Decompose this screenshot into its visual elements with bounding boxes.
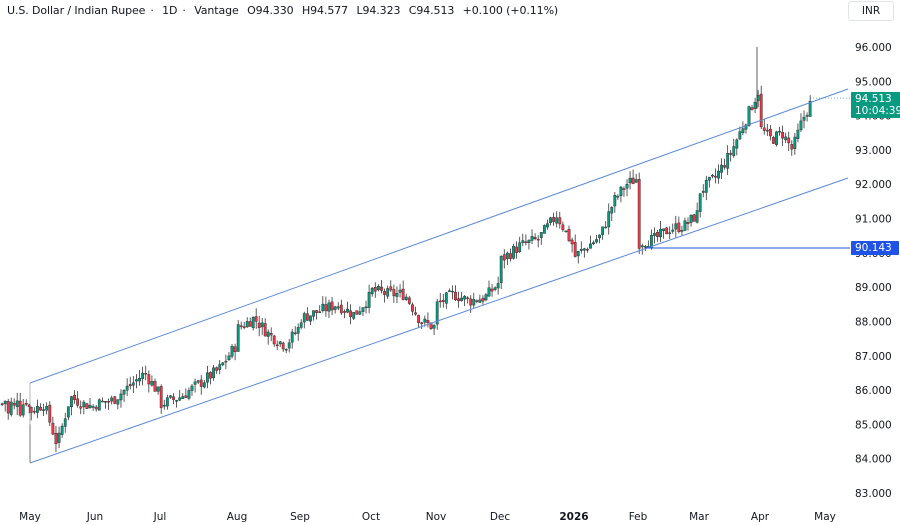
y-axis-tick: 83.000 (855, 488, 892, 500)
x-axis-tick: Dec (490, 511, 511, 523)
x-axis-tick: May (19, 511, 41, 523)
x-axis-tick: Aug (227, 511, 248, 523)
x-axis-tick: Feb (629, 511, 648, 523)
candles (0, 47, 812, 463)
ohlc-open: O94.330 (247, 4, 294, 17)
ohlc-low: L94.323 (356, 4, 401, 17)
x-axis-tick: Jul (153, 511, 167, 523)
y-axis-tick: 89.000 (855, 282, 892, 294)
x-axis-tick: Jun (86, 511, 103, 523)
x-axis-tick: May (814, 511, 836, 523)
x-axis-tick: Sep (290, 511, 310, 523)
y-axis-tick: 86.000 (855, 385, 892, 397)
y-axis-tick: 91.000 (855, 214, 892, 226)
x-axis-tick: Nov (426, 511, 447, 523)
support-level-badge: 90.143 (851, 241, 899, 255)
lower-channel-line[interactable] (29, 177, 849, 464)
y-axis-tick: 88.000 (855, 316, 892, 328)
upper-channel-line[interactable] (29, 88, 849, 384)
x-axis-tick: 2026 (559, 511, 588, 523)
y-axis-tick: 95.000 (855, 76, 892, 88)
y-axis-tick: 92.000 (855, 179, 892, 191)
y-axis-tick: 96.000 (855, 42, 892, 54)
x-axis-tick: Oct (362, 511, 380, 523)
ohlc-close: C94.513 (408, 4, 455, 17)
x-axis-tick: Apr (751, 511, 770, 523)
last-price-badge: 94.513 10:04:39 (851, 92, 900, 118)
y-axis-tick: 84.000 (855, 454, 892, 466)
y-axis-tick: 85.000 (855, 419, 892, 431)
chart-legend: U.S. Dollar / Indian Rupee · 1D · Vantage … (7, 4, 559, 17)
interval[interactable]: 1D (162, 4, 178, 17)
x-axis-tick: Mar (689, 511, 709, 523)
y-axis-tick: 87.000 (855, 351, 892, 363)
symbol-name[interactable]: U.S. Dollar / Indian Rupee (7, 4, 146, 17)
currency-button[interactable]: INR (848, 1, 894, 21)
price-change: +0.100 (+0.11%) (462, 4, 559, 17)
data-source: Vantage (194, 4, 239, 17)
y-axis-tick: 93.000 (855, 145, 892, 157)
ohlc-high: H94.577 (301, 4, 349, 17)
last-price-value: 94.513 (855, 93, 892, 105)
bar-countdown: 10:04:39 (855, 105, 900, 117)
